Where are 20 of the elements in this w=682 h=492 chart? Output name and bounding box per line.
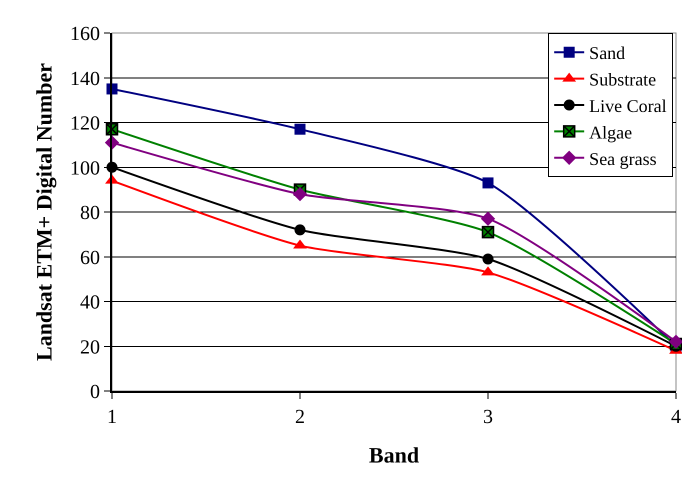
legend-label: Sand: [589, 43, 626, 64]
x-tick-label: 1: [107, 406, 117, 428]
y-tick-label: 0: [90, 381, 100, 403]
x-axis-title: Band: [368, 442, 420, 468]
y-tick-label: 100: [70, 157, 100, 180]
legend-label: Substrate: [589, 70, 656, 90]
x-tick-label: 3: [483, 406, 493, 428]
x-tick-label: 2: [295, 406, 305, 428]
y-tick-label: 40: [80, 292, 100, 314]
y-tick-label: 120: [70, 112, 100, 134]
y-tick-label: 140: [70, 68, 100, 90]
y-tick-label: 20: [80, 336, 100, 358]
y-tick-label: 80: [80, 202, 100, 224]
y-axis-title: Landsat ETM+ Digital Number: [31, 62, 56, 361]
x-tick-label: 4: [671, 406, 681, 428]
y-tick-label: 160: [70, 23, 100, 45]
legend-label: Algae: [589, 122, 632, 142]
legend-label: Sea grass: [589, 148, 657, 169]
y-tick-label: 60: [80, 246, 100, 269]
legend-label: Live Coral: [589, 96, 667, 116]
